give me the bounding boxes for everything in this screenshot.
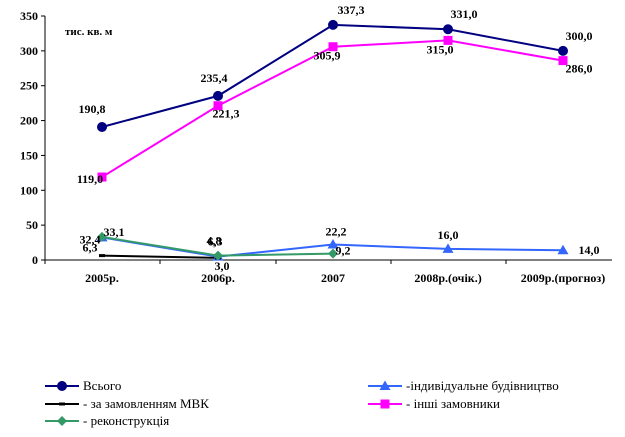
y-tick-label: 300 — [20, 44, 38, 58]
legend: Всього -індивідуальне будівництво - за зам… — [45, 378, 559, 428]
data-point — [328, 19, 338, 30]
legend-item: -індивідуальне будівництво — [368, 378, 559, 393]
data-label: 9,2 — [336, 244, 351, 258]
data-label: 286,0 — [566, 62, 593, 76]
x-tick-label: 2005р. — [85, 271, 119, 285]
data-point — [99, 254, 105, 258]
data-label: 315,0 — [427, 42, 454, 56]
legend-label: -індивідуальне будівництво — [406, 378, 559, 393]
axes: 0 50 100 150 200 250 300 350 2005р. 2006р. 2007 200… — [20, 9, 612, 285]
series-line — [101, 254, 219, 259]
data-label: 22,2 — [326, 225, 347, 239]
legend-label: Всього — [83, 378, 121, 393]
legend-marker — [57, 416, 67, 426]
data-label: 6,3 — [208, 235, 223, 249]
data-point — [443, 24, 453, 35]
y-tick-label: 250 — [20, 79, 38, 93]
legend-label: - інші замовники — [406, 396, 500, 411]
data-label: 305,9 — [314, 49, 341, 63]
data-label: 32,4 — [80, 232, 101, 246]
legend-item: Всього — [45, 378, 121, 393]
series-markers — [96, 19, 569, 261]
legend-item: - інші замовники — [368, 396, 500, 411]
data-label: 119,0 — [77, 172, 103, 186]
data-point — [558, 45, 568, 56]
data-point — [213, 101, 223, 111]
data-point — [213, 90, 223, 101]
unit-label: тис. кв. м — [65, 26, 113, 38]
y-tick-label: 350 — [20, 9, 38, 23]
x-tick-label: 2009р.(прогноз) — [521, 271, 605, 285]
data-point — [558, 56, 568, 66]
legend-marker — [57, 381, 67, 391]
series-line — [101, 23, 564, 128]
legend-marker — [59, 402, 65, 406]
data-label: 190,8 — [79, 102, 106, 116]
data-label: 221,3 — [213, 107, 240, 121]
data-label: 337,3 — [338, 3, 365, 17]
legend-marker — [379, 380, 391, 390]
data-label: 331,0 — [451, 7, 478, 21]
legend-label: - за замовленням МВК — [83, 396, 209, 411]
legend-label: - реконструкція — [83, 413, 169, 428]
data-point — [97, 231, 107, 242]
y-tick-label: 50 — [26, 218, 38, 232]
y-tick-label: 200 — [20, 114, 38, 128]
data-label: 235,4 — [201, 71, 228, 85]
y-tick-label: 100 — [20, 183, 38, 197]
data-point — [443, 35, 453, 45]
legend-item: - реконструкція — [45, 413, 169, 428]
data-label: 3,0 — [215, 259, 230, 273]
data-point — [328, 248, 338, 259]
x-tick-label: 2008р.(очік.) — [414, 271, 481, 285]
data-point — [97, 121, 107, 132]
data-label: 14,0 — [579, 243, 600, 257]
data-point — [442, 243, 454, 253]
data-label: 6,3 — [83, 241, 98, 255]
data-point — [213, 250, 223, 261]
data-point — [557, 244, 569, 255]
data-label: 300,0 — [566, 29, 593, 43]
data-point — [327, 239, 339, 249]
data-point — [328, 42, 338, 52]
data-label: 4,8 — [207, 234, 222, 248]
x-tick-label: 2006р. — [201, 271, 235, 285]
x-tick-label: 2007 — [321, 271, 345, 285]
y-tick-label: 150 — [20, 148, 38, 162]
legend-item: - за замовленням МВК — [45, 396, 209, 411]
data-labels: 190,8 235,4 337,3 331,0 300,0 119,0 221,3 305,9… — [77, 3, 600, 273]
legend-marker — [380, 399, 390, 409]
data-point — [97, 172, 107, 182]
data-label: 16,0 — [438, 228, 459, 242]
data-label: 33,1 — [104, 225, 125, 239]
y-tick-label: 0 — [32, 253, 38, 267]
